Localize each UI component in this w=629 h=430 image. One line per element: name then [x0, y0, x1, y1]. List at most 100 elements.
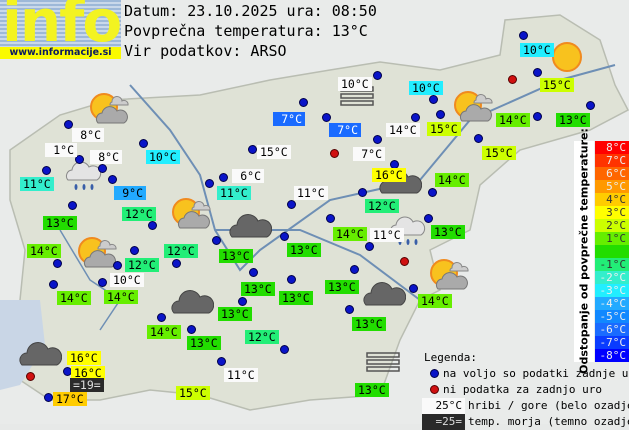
station-dot[interactable]	[130, 246, 139, 255]
temperature-label: 1°C	[45, 143, 77, 157]
station-dot[interactable]	[44, 393, 53, 402]
station-dot[interactable]	[42, 166, 51, 175]
temperature-label: 13°C	[187, 336, 221, 350]
temperature-label: 14°C	[27, 244, 61, 258]
blue-dot-icon	[430, 369, 439, 378]
station-dot[interactable]	[187, 325, 196, 334]
station-dot[interactable]	[113, 261, 122, 270]
temperature-label: 13°C	[219, 249, 253, 263]
station-dot[interactable]	[148, 221, 157, 230]
temperature-label: 15°C	[257, 145, 291, 159]
station-dot[interactable]	[345, 305, 354, 314]
colorbar-title: Odstopanje od povprečne temperature:	[574, 128, 594, 374]
sun-icon	[550, 40, 584, 78]
station-dot[interactable]	[586, 101, 595, 110]
station-dot[interactable]	[429, 95, 438, 104]
station-dot[interactable]	[409, 284, 418, 293]
station-dot[interactable]	[172, 259, 181, 268]
logo-text: info	[2, 0, 121, 47]
station-dot[interactable]	[64, 120, 73, 129]
station-dot[interactable]	[238, 297, 247, 306]
station-dot[interactable]	[287, 200, 296, 209]
legend-available: na voljo so podatki zadnje ure	[430, 366, 629, 382]
station-dot[interactable]	[411, 113, 420, 122]
station-missing-dot[interactable]	[508, 75, 517, 84]
station-dot[interactable]	[428, 188, 437, 197]
station-dot[interactable]	[358, 188, 367, 197]
station-dot[interactable]	[75, 155, 84, 164]
station-dot[interactable]	[108, 175, 117, 184]
colorbar-title-text: Odstopanje od povprečne temperature:	[577, 128, 591, 374]
station-dot[interactable]	[98, 164, 107, 173]
temperature-label: 10°C	[110, 273, 144, 287]
station-dot[interactable]	[212, 236, 221, 245]
temperature-label: 13°C	[556, 113, 590, 127]
logo-url[interactable]: www.informacije.si	[0, 47, 121, 59]
colorbar-step: 5°C	[595, 180, 629, 193]
colorbar-step: -8°C	[595, 349, 629, 362]
station-dot[interactable]	[249, 268, 258, 277]
temperature-label: 14°C	[104, 290, 138, 304]
station-dot[interactable]	[373, 71, 382, 80]
temperature-label: 13°C	[241, 282, 275, 296]
sun-cloud-icon	[84, 90, 132, 130]
station-dot[interactable]	[533, 68, 542, 77]
temperature-label: 8°C	[90, 150, 122, 164]
temperature-label: 7°C	[329, 123, 361, 137]
station-dot[interactable]	[322, 113, 331, 122]
station-missing-dot[interactable]	[26, 372, 35, 381]
temperature-label: 16°C	[372, 168, 406, 182]
station-dot[interactable]	[219, 173, 228, 182]
average-temperature-line: Povprečna temperatura: 13°C	[124, 22, 368, 40]
temperature-label: 13°C	[279, 291, 313, 305]
station-dot[interactable]	[157, 313, 166, 322]
sun-cloud-icon	[424, 256, 472, 296]
temperature-label: 12°C	[125, 258, 159, 272]
logo[interactable]: info	[0, 0, 121, 47]
station-missing-dot[interactable]	[400, 257, 409, 266]
station-dot[interactable]	[424, 214, 433, 223]
station-dot[interactable]	[49, 280, 58, 289]
temperature-label: 13°C	[287, 243, 321, 257]
temperature-label: 8°C	[72, 128, 104, 142]
station-dot[interactable]	[280, 345, 289, 354]
station-dot[interactable]	[436, 110, 445, 119]
dark-cloud-icon	[362, 280, 407, 312]
colorbar-step: -3°C	[595, 284, 629, 297]
station-dot[interactable]	[533, 112, 542, 121]
station-dot[interactable]	[326, 214, 335, 223]
legend-missing: ni podatka za zadnjo uro	[430, 382, 602, 398]
station-missing-dot[interactable]	[330, 149, 339, 158]
station-dot[interactable]	[373, 135, 382, 144]
temperature-label: 13°C	[355, 383, 389, 397]
station-dot[interactable]	[519, 31, 528, 40]
station-dot[interactable]	[217, 357, 226, 366]
station-dot[interactable]	[280, 232, 289, 241]
station-dot[interactable]	[287, 275, 296, 284]
temperature-label: 7°C	[353, 147, 385, 161]
temperature-label: 12°C	[365, 199, 399, 213]
colorbar-step	[595, 245, 629, 258]
temperature-label: 16°C	[67, 351, 101, 365]
temperature-label: 13°C	[325, 280, 359, 294]
station-dot[interactable]	[299, 98, 308, 107]
temperature-label: 13°C	[43, 216, 77, 230]
temperature-label: 11°C	[370, 228, 404, 242]
station-dot[interactable]	[474, 134, 483, 143]
station-dot[interactable]	[205, 179, 214, 188]
legend-mountain-text: hribi / gore (belo ozadje)	[468, 399, 629, 412]
data-source-line: Vir podatkov: ARSO	[124, 42, 287, 60]
legend-sea: =25= temp. morja (temno ozadje)	[422, 414, 629, 430]
station-dot[interactable]	[98, 278, 107, 287]
legend-available-text: na voljo so podatki zadnje ure	[443, 367, 629, 380]
station-dot[interactable]	[139, 139, 148, 148]
temperature-label: 7°C	[273, 112, 305, 126]
temperature-label: 10°C	[520, 43, 554, 57]
station-dot[interactable]	[68, 201, 77, 210]
station-dot[interactable]	[248, 145, 257, 154]
station-dot[interactable]	[53, 259, 62, 268]
station-dot[interactable]	[365, 242, 374, 251]
station-dot[interactable]	[350, 265, 359, 274]
sun-cloud-icon	[448, 88, 496, 128]
temperature-label: 14°C	[496, 113, 530, 127]
